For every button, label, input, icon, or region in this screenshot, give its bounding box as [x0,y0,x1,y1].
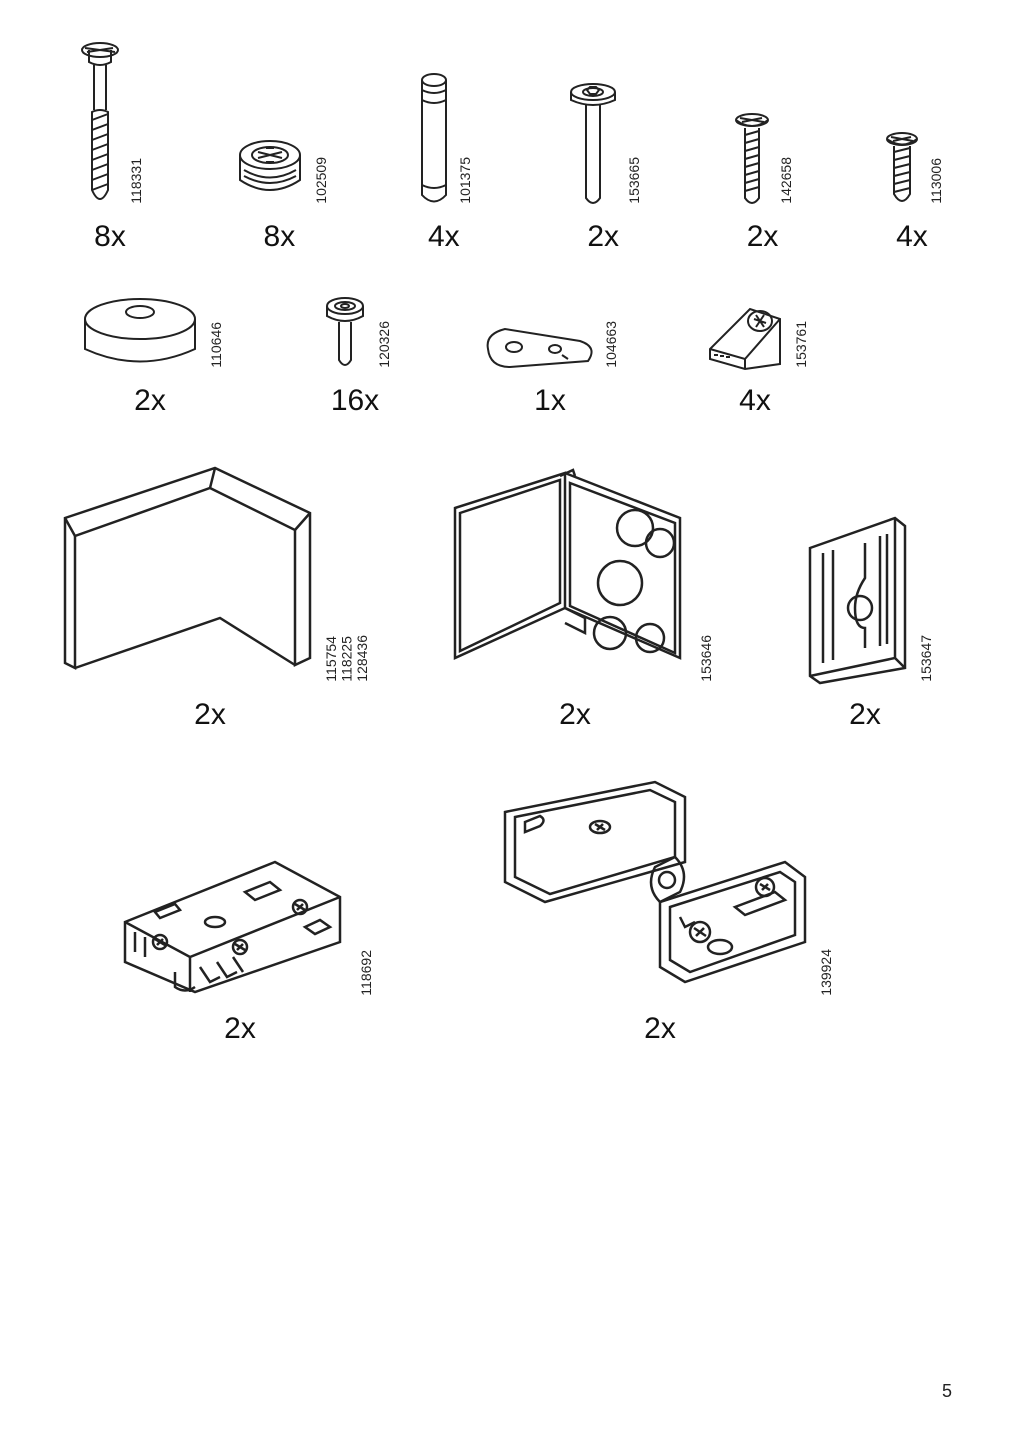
part-101375: 101375 4x [389,70,499,254]
part-153665: 153665 2x [543,80,663,254]
part-153646: 153646 2x [420,458,730,732]
shelf-pin-icon [318,294,373,374]
quantity-label: 2x [747,220,779,254]
screw-icon [880,130,925,210]
cam-lock-icon [230,130,310,210]
part-number-label: 104663 [604,321,619,368]
quantity-label: 4x [896,220,928,254]
quantity-label: 8x [94,220,126,254]
page-number: 5 [942,1381,952,1402]
quantity-label: 4x [739,384,771,418]
part-number-label: 153646 [699,635,714,682]
part-number-label: 153761 [794,321,809,368]
quantity-label: 2x [194,698,226,732]
dowel-icon [414,70,454,210]
part-number-label: 113006 [929,158,944,204]
part-number-label: 120326 [377,321,392,368]
hinge-icon [485,772,815,1002]
quantity-label: 2x [587,220,619,254]
part-number-label: 153647 [919,635,934,682]
part-153761: 153761 4x [680,299,830,418]
quantity-label: 2x [849,698,881,732]
part-115754: 115754 118225 128436 2x [50,458,370,732]
screw-icon [75,40,125,210]
part-number-label: 139924 [819,949,834,996]
mounting-rail-icon [795,508,915,688]
part-104663: 104663 1x [470,319,630,418]
part-118331: 118331 8x [50,40,170,254]
key-icon [480,319,600,374]
corner-block-icon [700,299,790,374]
panel-icon [50,458,320,688]
screw-icon [730,110,775,210]
quantity-label: 1x [534,384,566,418]
foot-pad-icon [75,294,205,374]
part-113006: 113006 4x [862,130,962,254]
bolt-icon [563,80,623,210]
quantity-label: 2x [224,1012,256,1046]
hardware-row: 115754 118225 128436 2x [50,458,962,732]
quantity-label: 2x [644,1012,676,1046]
quantity-label: 2x [559,698,591,732]
part-153647: 153647 2x [780,508,950,732]
part-number-label: 142658 [779,157,794,204]
part-118692: 118692 2x [90,832,390,1046]
part-number-label: 110646 [209,322,224,368]
mounting-bracket-icon [435,458,695,688]
part-120326: 120326 16x [290,294,420,418]
quantity-label: 16x [331,384,379,418]
quantity-label: 4x [428,220,460,254]
part-139924: 139924 2x [470,772,850,1046]
quantity-label: 8x [264,220,296,254]
part-number-label: 102509 [314,157,329,204]
hardware-row: 118331 8x 102509 8x [50,40,962,254]
part-number-label: 118692 [359,950,374,996]
part-number-label: 118331 [129,158,144,204]
part-110646: 110646 2x [60,294,240,418]
hardware-row: 118692 2x [50,772,962,1046]
hardware-row: 110646 2x 120326 16x [50,294,962,418]
part-102509: 102509 8x [214,130,344,254]
part-number-label: 115754 118225 128436 [324,635,370,682]
part-number-label: 101375 [458,157,473,204]
hinge-plate-icon [105,832,355,1002]
part-142658: 142658 2x [708,110,818,254]
part-number-label: 153665 [627,157,642,204]
quantity-label: 2x [134,384,166,418]
